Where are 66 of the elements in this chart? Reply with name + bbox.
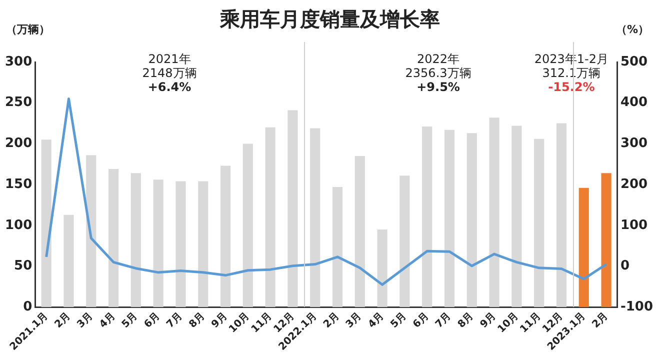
bar — [578, 188, 589, 308]
bar — [86, 155, 96, 308]
bar — [176, 181, 186, 308]
y2-tick-label: 100 — [620, 218, 648, 233]
y2-tick-label: 200 — [620, 176, 648, 192]
bar — [332, 187, 343, 308]
x-tick-label: 10月 — [227, 310, 252, 336]
x-tick-label: 3月 — [75, 310, 96, 330]
y-tick-label: 100 — [4, 218, 32, 233]
bar — [265, 127, 276, 308]
x-tick-label: 11月 — [250, 310, 274, 336]
bar — [489, 118, 500, 308]
y-tick-label: 300 — [4, 54, 32, 70]
bar — [310, 128, 320, 308]
bar — [601, 173, 612, 308]
y-tick-label: 0 — [23, 300, 32, 315]
y-tick-label: 250 — [4, 95, 32, 110]
bar — [377, 230, 388, 308]
bar — [400, 176, 410, 308]
bar — [466, 133, 477, 308]
y2-axis-title: （%） — [616, 22, 650, 37]
annotation: 2022年 2356.3万辆 +9.5% — [405, 52, 472, 94]
bar — [512, 126, 522, 308]
bar — [153, 180, 164, 308]
y-tick-label: 50 — [14, 258, 32, 274]
x-tick-label: 2月 — [590, 310, 610, 330]
bar — [64, 214, 74, 308]
x-tick-label: 3月 — [344, 310, 364, 330]
x-tick-label: 9月 — [478, 310, 498, 330]
bar — [198, 181, 208, 308]
x-tick-label: 6月 — [411, 310, 432, 330]
bar — [108, 169, 119, 308]
bar — [556, 123, 567, 308]
x-tick-label: 11月 — [518, 310, 544, 336]
x-tick-label: 7月 — [164, 310, 185, 330]
chart-title: 乘用车月度销量及增长率 — [220, 7, 440, 31]
x-tick-label: 7月 — [434, 310, 454, 330]
y2-tick-label: 500 — [620, 54, 648, 70]
x-tick-label: 6月 — [142, 310, 162, 330]
bar — [288, 110, 298, 308]
x-tick-label: 4月 — [366, 310, 386, 330]
x-tick-label: 4月 — [98, 310, 118, 330]
x-tick-label: 8月 — [456, 310, 476, 330]
bar — [41, 140, 52, 308]
bar — [220, 166, 231, 308]
bar — [444, 130, 455, 308]
annotation: 2021年 2148万辆 +6.4% — [142, 52, 197, 94]
y-axis-title: （万辆） — [6, 22, 50, 37]
x-tick-label: 5月 — [120, 310, 140, 330]
x-tick-label: 2月 — [322, 310, 342, 330]
bar — [422, 126, 432, 308]
y2-tick-label: 0 — [620, 258, 630, 274]
x-tick-label: 2月 — [52, 310, 73, 330]
x-tick-label: 10月 — [496, 310, 521, 336]
y-tick-label: 200 — [4, 136, 32, 152]
bar — [130, 173, 141, 308]
y2-tick-label: 400 — [620, 95, 648, 110]
x-tick-label: 8月 — [187, 310, 208, 330]
bar — [534, 138, 544, 308]
bar — [242, 144, 253, 308]
y2-tick-label: -100 — [620, 300, 654, 315]
y2-tick-label: 300 — [620, 136, 648, 152]
x-tick-label: 9月 — [210, 310, 230, 330]
y-tick-label: 150 — [4, 176, 32, 192]
bar — [354, 156, 365, 308]
x-tick-label: 5月 — [388, 310, 409, 330]
